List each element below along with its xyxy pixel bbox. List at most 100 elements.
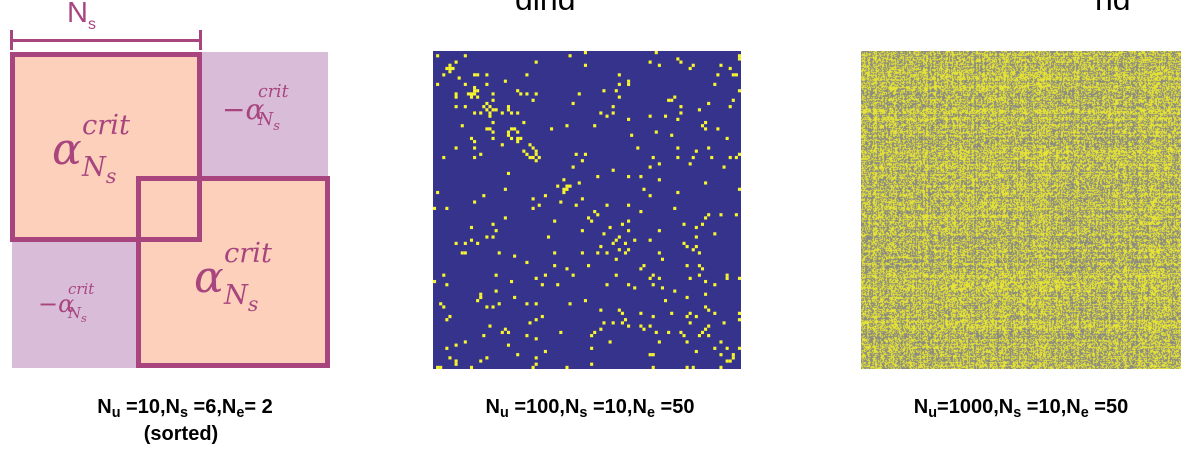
sparse-matrix-cell: [648, 165, 652, 169]
sparse-matrix-cell: [737, 57, 741, 61]
sparse-matrix-cell: [494, 108, 498, 112]
sparse-matrix-cell: [688, 311, 692, 315]
sparse-matrix-cell: [565, 365, 569, 369]
sparse-matrix-cell: [497, 251, 501, 255]
sparse-matrix-cell: [540, 314, 544, 319]
sparse-matrix-cell: [596, 175, 600, 179]
sparse-matrix-cell: [506, 105, 510, 109]
sparse-matrix-cell: [436, 365, 440, 369]
sparse-matrix-cell: [476, 241, 480, 245]
sparse-matrix-cell: [510, 127, 514, 131]
sparse-matrix-cell: [442, 155, 446, 160]
sparse-matrix-cell: [473, 140, 477, 144]
sparse-matrix-cell: [469, 95, 474, 99]
sparse-matrix-cell: [525, 152, 529, 156]
sparse-matrix-cell: [454, 343, 458, 347]
sparse-matrix-cell: [587, 264, 591, 268]
sparse-matrix-cell: [479, 292, 483, 296]
sparse-matrix-cell: [651, 155, 655, 160]
sparse-matrix-cell: [433, 206, 437, 210]
sparse-matrix-cell: [682, 334, 686, 338]
sparse-matrix-cell: [568, 302, 572, 306]
sparse-matrix-cell: [694, 149, 698, 153]
sparse-matrix-cell: [522, 149, 526, 153]
sparse-matrix-cell: [546, 235, 551, 239]
sparse-matrix-cell: [534, 318, 538, 322]
sparse-matrix-cell: [654, 130, 658, 134]
sparse-matrix-cell: [485, 108, 489, 112]
sparse-matrix-cell: [734, 155, 738, 160]
sparse-matrix-cell: [611, 111, 615, 115]
sparse-matrix-cell: [734, 73, 738, 77]
sparse-matrix-cell: [642, 187, 646, 191]
sparse-matrix-cell: [454, 95, 458, 99]
sparse-matrix-cell: [654, 330, 658, 335]
sparse-matrix-cell: [516, 130, 520, 134]
ns-bracket-right-tick: [199, 30, 202, 50]
sparse-matrix-cell: [476, 89, 480, 93]
sparse-matrix-cell: [651, 314, 655, 319]
sparse-matrix-cell: [676, 117, 680, 121]
sparse-matrix-cell: [719, 365, 723, 369]
sparse-matrix-cell: [700, 267, 705, 271]
sparse-matrix-cell: [657, 178, 661, 182]
sparse-matrix-cell: [506, 343, 510, 347]
sparse-matrix-background: [433, 51, 741, 369]
sparse-matrix-cell: [525, 92, 529, 96]
sparse-matrix-cell: [688, 162, 692, 166]
sparse-matrix-cell: [553, 219, 557, 223]
sparse-matrix-cell: [534, 276, 538, 280]
sparse-matrix-cell: [500, 111, 504, 115]
sparse-matrix-cell: [519, 136, 523, 141]
sparse-matrix-cell: [466, 92, 470, 96]
sparse-matrix-cell: [623, 241, 628, 245]
sparse-matrix-cell: [500, 143, 504, 147]
sparse-matrix-cell: [648, 60, 652, 64]
sparse-matrix-cell: [673, 289, 677, 293]
sparse-matrix-cell: [719, 213, 723, 217]
sparse-matrix-cell: [627, 117, 631, 121]
sparse-matrix-cell: [540, 283, 544, 287]
diag-term-2: α crit Ns: [194, 238, 272, 317]
sparse-matrix-cell: [704, 181, 708, 185]
cutoff-text-left: ging: [515, 0, 576, 10]
sparse-matrix-cell: [485, 82, 489, 86]
sparse-matrix-cell: [580, 159, 584, 163]
sparse-matrix-cell: [571, 273, 575, 277]
sparse-matrix-cell: [617, 95, 621, 99]
sparse-matrix-cell: [476, 73, 480, 77]
sparse-matrix-dots: [433, 51, 741, 369]
sparse-matrix-cell: [513, 254, 517, 258]
sparse-matrix-cell: [710, 155, 714, 160]
sparse-matrix-cell: [534, 337, 538, 341]
dense-matrix-heatmap: [861, 51, 1181, 369]
sparse-matrix-cell: [485, 73, 489, 77]
sparse-matrix-cell: [685, 365, 689, 369]
sparse-matrix-cell: [568, 184, 572, 188]
sparse-matrix-cell: [463, 105, 467, 109]
sparse-matrix-cell: [463, 82, 467, 86]
sparse-matrix-cell: [728, 66, 732, 71]
sparse-matrix-cell: [503, 327, 507, 331]
sparse-matrix-cell: [657, 340, 661, 344]
sparse-matrix-cell: [556, 283, 560, 287]
sparse-matrix-cell: [704, 292, 708, 296]
sparse-matrix-cell: [648, 114, 652, 118]
sparse-matrix-cell: [494, 229, 498, 233]
sparse-matrix-cell: [725, 276, 729, 280]
sparse-matrix-cell: [571, 165, 575, 169]
sparse-matrix-cell: [503, 187, 507, 191]
sparse-matrix-cell: [516, 136, 520, 141]
sparse-matrix-cell: [627, 283, 631, 287]
sparse-matrix-heatmap: [433, 51, 741, 369]
sparse-matrix-cell: [485, 101, 489, 106]
sparse-matrix-cell: [722, 321, 726, 325]
sparse-matrix-cell: [534, 362, 538, 366]
sparse-matrix-cell: [463, 340, 467, 344]
sparse-matrix-cell: [633, 286, 637, 290]
sparse-matrix-cell: [657, 276, 661, 280]
sparse-matrix-cell: [623, 318, 628, 322]
sparse-matrix-cell: [528, 155, 532, 160]
overlap-frame: [10, 52, 202, 242]
sparse-matrix-cell: [605, 251, 609, 255]
